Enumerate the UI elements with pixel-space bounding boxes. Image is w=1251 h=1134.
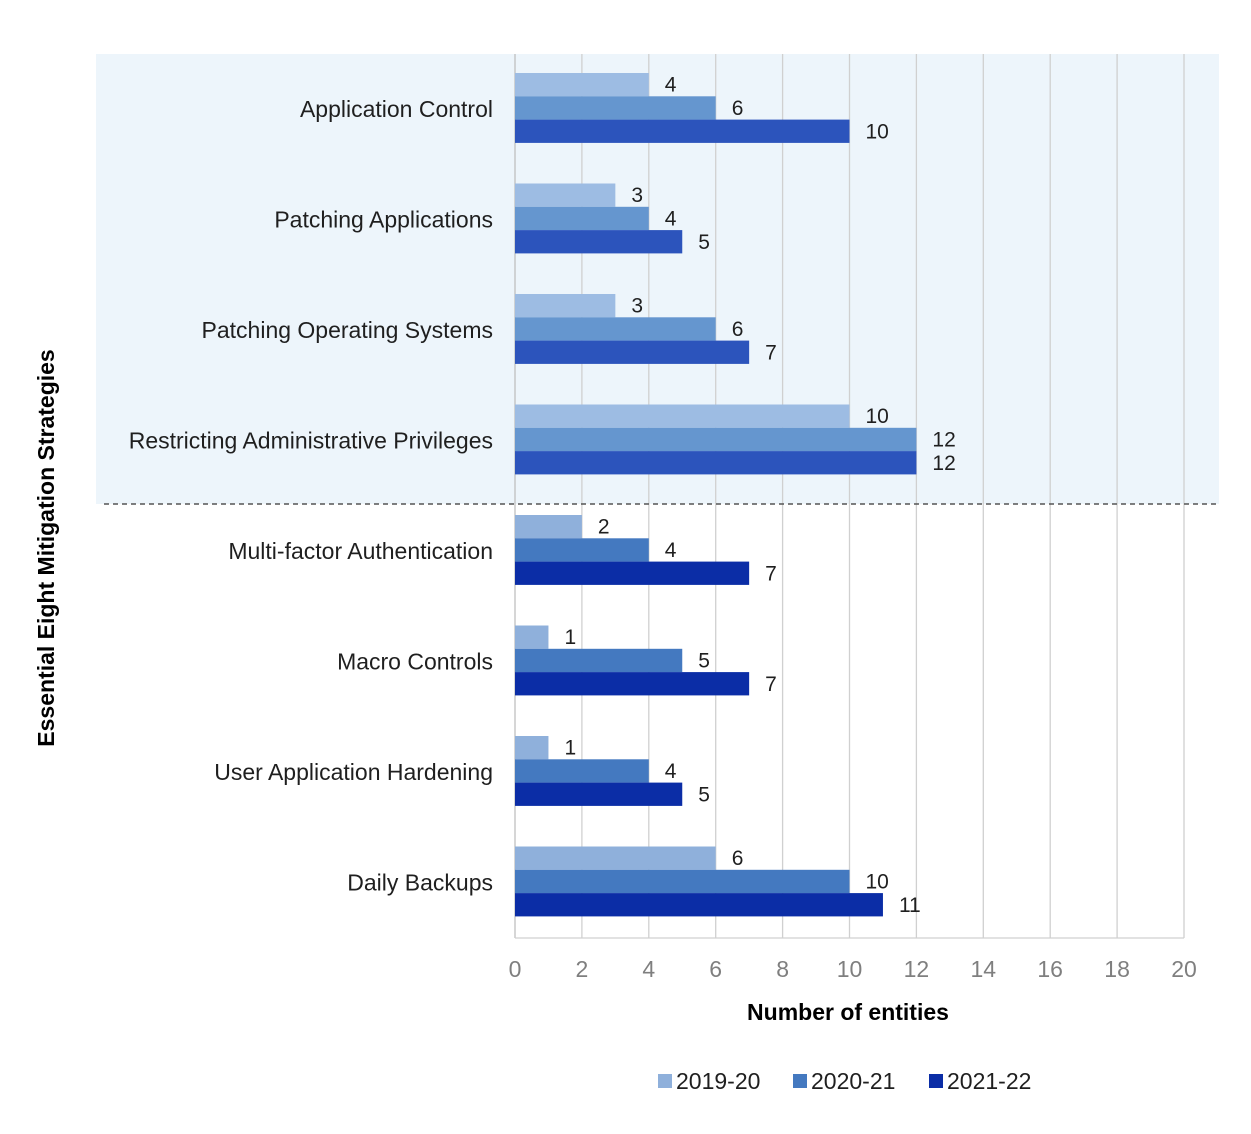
legend-label: 2019-20: [676, 1068, 760, 1094]
data-label: 4: [665, 760, 677, 783]
data-label: 7: [765, 341, 777, 364]
bar: [515, 648, 683, 673]
bar: [515, 96, 716, 120]
bar: [515, 451, 917, 475]
data-label: 4: [665, 74, 677, 97]
x-tick-label: 8: [776, 956, 789, 982]
legend: 2019-20 2020-21 2021-22: [658, 1068, 1031, 1094]
category-labels: Application Control Patching Applications…: [129, 96, 493, 896]
data-label: 4: [665, 539, 677, 562]
bar: [515, 73, 649, 97]
data-label: 1: [564, 737, 576, 760]
x-tick-label: 18: [1104, 956, 1130, 982]
legend-swatch: [793, 1074, 807, 1088]
category-label: Multi-factor Authentication: [228, 538, 493, 564]
category-label: Patching Applications: [274, 207, 493, 233]
x-tick-label: 2: [576, 956, 589, 982]
bar: [515, 736, 549, 760]
bar: [515, 294, 616, 318]
data-label: 12: [932, 428, 955, 451]
x-tick-label: 20: [1171, 956, 1197, 982]
gridlines: [514, 54, 1185, 939]
x-tick-label: 6: [709, 956, 722, 982]
data-label: 10: [866, 120, 889, 143]
data-label: 6: [732, 318, 744, 341]
bar: [515, 672, 750, 696]
data-label: 4: [665, 207, 677, 230]
data-label: 12: [932, 452, 955, 475]
bar: [515, 183, 616, 207]
data-label: 1: [564, 626, 576, 649]
data-label: 7: [765, 562, 777, 585]
category-label: Restricting Administrative Privileges: [129, 428, 493, 454]
x-tick-label: 16: [1037, 956, 1063, 982]
bar: [515, 206, 649, 231]
bar: [515, 782, 683, 806]
x-tick-label: 12: [904, 956, 930, 982]
category-label: Macro Controls: [337, 649, 493, 675]
legend-label: 2020-21: [811, 1068, 895, 1094]
data-label: 5: [698, 783, 710, 806]
data-label: 7: [765, 673, 777, 696]
category-label: Patching Operating Systems: [202, 317, 493, 343]
bar: [515, 893, 883, 917]
bar: [515, 869, 850, 894]
bar: [515, 759, 649, 783]
bar: [515, 625, 549, 649]
bar: [515, 561, 750, 585]
category-label: User Application Hardening: [214, 759, 493, 785]
bar: [515, 340, 750, 364]
bar: [515, 538, 649, 562]
data-label: 3: [631, 295, 643, 318]
data-label: 5: [698, 649, 710, 672]
bar: [515, 846, 716, 870]
bar: [515, 427, 917, 452]
data-label: 5: [698, 231, 710, 254]
x-tick-labels: 0 2 4 6 8 10 12 14 16 18 20: [509, 956, 1197, 982]
bar: [515, 230, 683, 254]
legend-swatch: [929, 1074, 943, 1088]
x-tick-label: 0: [509, 956, 522, 982]
data-label: 6: [732, 97, 744, 120]
data-label: 10: [866, 870, 889, 893]
y-axis-title: Essential Eight Mitigation Strategies: [33, 349, 59, 746]
bar: [515, 515, 582, 539]
category-label: Application Control: [300, 96, 493, 122]
legend-label: 2021-22: [947, 1068, 1031, 1094]
legend-swatch: [658, 1074, 672, 1088]
x-tick-label: 4: [642, 956, 655, 982]
data-label: 3: [631, 184, 643, 207]
x-tick-label: 10: [837, 956, 863, 982]
category-label: Daily Backups: [347, 870, 493, 896]
data-label: 2: [598, 516, 610, 539]
data-label: 10: [866, 405, 889, 428]
bar: [515, 317, 716, 341]
bar: [515, 119, 850, 143]
data-label: 6: [732, 847, 744, 870]
data-label: 11: [899, 894, 921, 917]
bar: [515, 404, 850, 428]
x-tick-label: 14: [971, 956, 997, 982]
x-axis-title: Number of entities: [747, 999, 949, 1025]
